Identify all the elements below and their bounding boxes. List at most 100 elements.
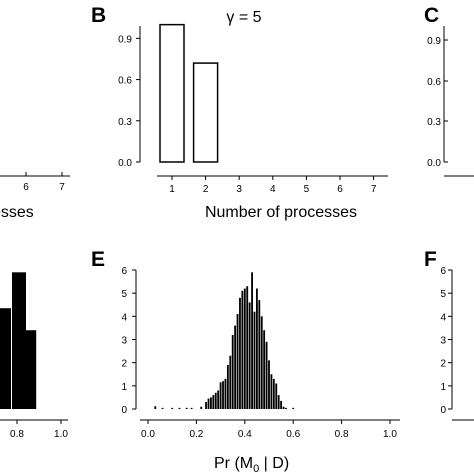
panel-b-xtick-label: 5: [304, 184, 310, 195]
panel-e-ytick-label: 5: [121, 289, 127, 300]
panel-c-ytick-label-03: 0.3: [427, 117, 441, 128]
panel-c-letter: C: [424, 4, 439, 27]
panel-c-ytick-label-06: 0.6: [427, 77, 441, 88]
panel-e-letter: E: [91, 248, 105, 271]
panel-e-bar: [277, 395, 280, 409]
panel-e-bar: [268, 360, 270, 409]
panel-e-bar: [263, 330, 266, 409]
panel-e-bar: [258, 300, 261, 409]
panel-b-bar: [192, 62, 219, 163]
panel-e-bar: [185, 407, 188, 409]
panel-d-fragment: 0.8 1.0: [0, 272, 68, 440]
panel-c-fragment: C 0.9 0.6 0.3 0.0: [424, 4, 474, 177]
panel-e-bar: [239, 297, 241, 409]
panel-e-bar: [200, 406, 203, 409]
panel-b-xtick-label: 1: [169, 184, 175, 195]
panel-b-x-axis-label: Number of processes: [205, 204, 357, 221]
panel-f-ytick-label: 6: [440, 266, 446, 277]
panel-e-x-axis-label-main: Pr (M: [214, 455, 253, 472]
panel-e-bar: [171, 407, 174, 409]
panel-b-xtick-label: 3: [236, 184, 242, 195]
panel-c-ytick-label-00: 0.0: [427, 158, 441, 169]
panel-f-ytick-label: 1: [440, 382, 446, 393]
panel-e-bar: [280, 400, 283, 409]
panel-e-xtick-label: 0.2: [189, 429, 203, 440]
panel-b-ytick-label: 0.3: [118, 117, 132, 128]
panel-e-ytick-label: 6: [121, 266, 127, 277]
panel-e-bar: [178, 407, 181, 409]
panel-e-bar: [285, 407, 287, 409]
panel-d-bar: [12, 272, 26, 409]
panel-e-bar: [282, 406, 285, 409]
panel-a-fragment: 6 7 esses: [0, 172, 70, 221]
panel-f-letter: F: [424, 248, 437, 271]
panel-e-ytick-label: 1: [121, 382, 127, 393]
panel-e-bar: [219, 382, 222, 409]
panel-b-xtick-label: 2: [203, 184, 209, 195]
panel-f-fragment: F 6 5 4 3 2 1 0: [424, 248, 474, 421]
panel-f-ytick-label: 0: [440, 405, 446, 416]
panel-e-bar: [265, 341, 268, 409]
panel-e-bar: [154, 406, 157, 409]
panel-e-ytick-label: 2: [121, 359, 127, 370]
panel-e-bar: [253, 311, 256, 409]
panel-d-bar: [0, 308, 11, 409]
panel-a-x-axis-label-fragment: esses: [0, 204, 34, 221]
panel-e-bar: [231, 334, 234, 409]
panel-e-bar: [236, 314, 239, 409]
panel-e-bar: [292, 407, 295, 409]
panel-b-xtick-label: 7: [371, 184, 377, 195]
panel-a-tick-label-7: 7: [59, 182, 65, 193]
panel-e-bar: [226, 364, 229, 409]
panel-e-bar: [217, 390, 220, 409]
panel-d-bar: [24, 330, 37, 409]
panel-d-tick-label-08: 0.8: [10, 429, 24, 440]
panel-e-bar: [224, 378, 227, 409]
panel-e-ytick-label: 4: [121, 312, 127, 323]
panel-e-bar: [222, 381, 224, 409]
panel-e-bar: [248, 302, 251, 409]
panel-e-bar: [234, 325, 237, 409]
panel-b-ytick-label: 0.0: [118, 158, 132, 169]
panel-e-bar: [243, 288, 246, 409]
panel-e-bar: [210, 397, 212, 409]
panel-e-bar: [246, 286, 249, 409]
panel-e-bar: [161, 407, 164, 409]
panel-f-ytick-label: 2: [440, 359, 446, 370]
panel-b: B γ = 5 Number of processes 0.0 0.3 0.6 0.9…: [91, 4, 388, 221]
panel-e-x-axis-label-subscript: 0: [253, 463, 259, 474]
panel-e-xtick-label: 0.0: [141, 429, 155, 440]
panel-f-y-ticks: 6 5 4 3 2 1 0: [440, 266, 452, 416]
panel-e-ytick-label: 3: [121, 336, 127, 347]
panel-e-x-axis-label-tail: | D): [259, 455, 289, 472]
panel-e-xtick-label: 0.8: [335, 429, 349, 440]
panel-e-x-axis-label: Pr (M0 | D): [214, 455, 289, 474]
panel-a-tick-label-6: 6: [23, 182, 29, 193]
panel-e-bar: [190, 407, 193, 409]
panel-e-bar: [241, 290, 244, 409]
panel-e-bar: [207, 398, 210, 409]
panel-b-ytick-label: 0.9: [118, 34, 132, 45]
panel-e-bar: [214, 392, 217, 409]
panel-e-bar: [229, 355, 232, 409]
panel-b-letter: B: [91, 4, 106, 27]
panel-e-ytick-label: 0: [121, 405, 127, 416]
panel-b-xtick-label: 4: [270, 184, 276, 195]
panel-e-bar: [270, 374, 273, 409]
panel-e-bar: [251, 272, 253, 409]
panel-f-ytick-label: 3: [440, 336, 446, 347]
panel-b-bar: [159, 23, 185, 163]
panel-e-bar: [205, 402, 207, 409]
panel-e-bar: [212, 395, 215, 409]
panel-f-ytick-label: 4: [440, 312, 446, 323]
panel-e-bar: [255, 288, 258, 409]
panel-f-ytick-label: 5: [440, 289, 446, 300]
panel-e-bar: [272, 378, 275, 409]
panel-e-bar: [260, 316, 263, 409]
panel-b-xtick-label: 6: [337, 184, 343, 195]
panel-b-ytick-label: 0.6: [118, 76, 132, 87]
panel-e-xtick-label: 1.0: [383, 429, 397, 440]
panel-b-title: γ = 5: [226, 9, 261, 26]
